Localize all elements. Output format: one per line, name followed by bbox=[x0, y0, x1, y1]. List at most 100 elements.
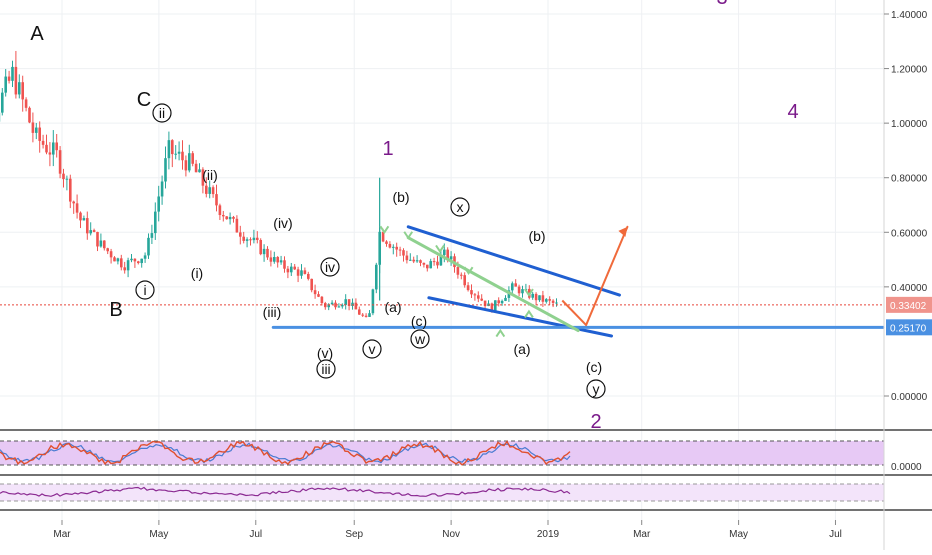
candle-body bbox=[287, 269, 290, 273]
candle-body bbox=[198, 169, 201, 172]
candle-body bbox=[185, 160, 188, 170]
candle-body bbox=[317, 294, 320, 297]
wave-label: iv bbox=[325, 259, 335, 275]
candle-body bbox=[137, 261, 140, 263]
candle-body bbox=[494, 300, 497, 311]
candle-body bbox=[195, 164, 198, 172]
candle-body bbox=[157, 196, 160, 211]
candle-body bbox=[181, 152, 184, 161]
candle-body bbox=[113, 257, 116, 261]
price-tick-label: 1.40000 bbox=[891, 10, 928, 21]
candle-body bbox=[402, 250, 405, 255]
candle-body bbox=[304, 270, 307, 274]
candle-body bbox=[436, 262, 439, 266]
candle-body bbox=[191, 153, 194, 164]
candle-body bbox=[457, 267, 460, 275]
wave-label: (b) bbox=[528, 228, 545, 244]
wave-label: (i) bbox=[191, 265, 203, 281]
candle-body bbox=[246, 239, 249, 241]
current-price-label: 0.33402 bbox=[890, 301, 927, 312]
candle-body bbox=[409, 260, 412, 261]
wave-label: iii bbox=[321, 361, 330, 377]
candle-body bbox=[480, 299, 483, 301]
candle-body bbox=[259, 240, 262, 254]
candle-body bbox=[42, 141, 45, 145]
candle-body bbox=[463, 275, 466, 285]
candle-body bbox=[242, 237, 245, 241]
candle-body bbox=[290, 267, 293, 273]
candle-body bbox=[120, 258, 123, 267]
candle-body bbox=[297, 269, 300, 275]
wave-label: (c) bbox=[411, 313, 427, 329]
time-tick-label: Mar bbox=[53, 529, 71, 540]
candle-body bbox=[501, 301, 504, 303]
candle-body bbox=[555, 303, 558, 304]
candle-body bbox=[514, 283, 517, 286]
candle-body bbox=[474, 294, 477, 295]
candle-body bbox=[273, 257, 276, 262]
candle-body bbox=[164, 158, 167, 181]
wave-label: x bbox=[457, 199, 464, 215]
candle-body bbox=[161, 181, 164, 196]
candle-body bbox=[28, 108, 31, 123]
candle-body bbox=[368, 313, 371, 317]
price-tick-label: 0.80000 bbox=[891, 174, 928, 185]
candle-body bbox=[144, 255, 147, 258]
candle-body bbox=[117, 258, 120, 261]
candle-body bbox=[497, 300, 500, 303]
candle-body bbox=[433, 261, 436, 262]
candle-body bbox=[205, 186, 208, 194]
indicator-band bbox=[0, 484, 884, 501]
candle-body bbox=[521, 289, 524, 293]
wave-label: w bbox=[414, 331, 426, 347]
candle-body bbox=[154, 212, 157, 233]
support-price-label: 0.25170 bbox=[890, 323, 927, 334]
candle-body bbox=[358, 309, 361, 314]
candle-body bbox=[518, 287, 521, 294]
candle-body bbox=[361, 315, 364, 316]
price-tick-label: 1.20000 bbox=[891, 65, 928, 76]
candle-body bbox=[531, 294, 534, 298]
candle-body bbox=[15, 67, 18, 95]
candle-body bbox=[321, 297, 324, 303]
candle-body bbox=[392, 247, 395, 248]
candle-body bbox=[460, 275, 463, 276]
candle-body bbox=[110, 251, 113, 257]
candle-body bbox=[229, 217, 232, 219]
candle-body bbox=[263, 249, 266, 254]
wave-label: (iii) bbox=[263, 304, 282, 320]
candle-body bbox=[52, 142, 55, 154]
candle-body bbox=[86, 218, 89, 233]
candle-body bbox=[429, 261, 432, 268]
candle-body bbox=[225, 216, 228, 219]
candle-body bbox=[1, 93, 4, 113]
candle-body bbox=[38, 128, 41, 141]
wave-label: 4 bbox=[787, 101, 798, 123]
candle-body bbox=[79, 213, 82, 221]
wave-label: ii bbox=[159, 105, 165, 121]
candle-body bbox=[511, 283, 514, 290]
candle-body bbox=[188, 153, 191, 170]
candle-body bbox=[178, 152, 181, 154]
candle-body bbox=[89, 230, 92, 233]
candle-body bbox=[18, 82, 21, 94]
wave-label: (ii) bbox=[202, 167, 218, 183]
candle-body bbox=[542, 295, 545, 301]
candle-body bbox=[21, 82, 24, 99]
candle-body bbox=[171, 140, 174, 154]
candle-body bbox=[538, 295, 541, 300]
candle-body bbox=[266, 249, 269, 258]
candle-body bbox=[365, 316, 368, 317]
candle-body bbox=[32, 122, 35, 132]
candle-body bbox=[215, 194, 218, 205]
candle-body bbox=[300, 270, 303, 275]
candle-body bbox=[395, 247, 398, 250]
candle-body bbox=[283, 260, 286, 268]
candle-body bbox=[212, 187, 215, 194]
candle-body bbox=[406, 256, 409, 261]
candle-body bbox=[548, 299, 551, 301]
candle-body bbox=[470, 290, 473, 294]
candle-body bbox=[236, 219, 239, 233]
wave-label: (a) bbox=[384, 299, 401, 315]
